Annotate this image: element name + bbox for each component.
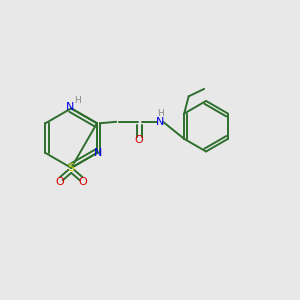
Text: N: N xyxy=(66,102,74,112)
Text: H: H xyxy=(74,96,81,105)
Text: O: O xyxy=(135,135,144,145)
Text: N: N xyxy=(156,117,164,127)
Text: N: N xyxy=(94,148,103,158)
Text: O: O xyxy=(56,177,64,187)
Text: H: H xyxy=(157,109,164,118)
Text: S: S xyxy=(68,163,75,173)
Text: O: O xyxy=(78,177,87,187)
